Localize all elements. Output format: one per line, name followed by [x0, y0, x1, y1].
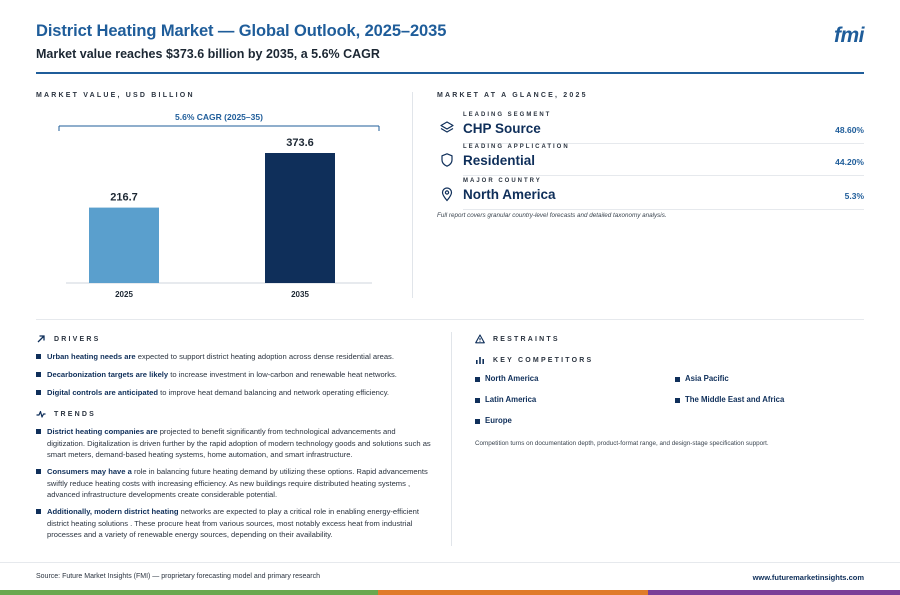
glance-kicker: LEADING APPLICATION [463, 144, 570, 150]
page-subtitle: Market value reaches $373.6 billion by 2… [36, 47, 380, 61]
restraints-header: RESTRAINTS [475, 334, 560, 344]
competitor-item: The Middle East and Africa [675, 395, 784, 404]
header: District Heating Market — Global Outlook… [36, 22, 865, 61]
trend-item: District heating companies are projected… [36, 426, 431, 461]
driver-item: Urban heating needs are expected to supp… [36, 351, 431, 363]
bars-group: 216.7 2025 373.6 2035 [66, 137, 372, 299]
shield-icon [441, 153, 453, 167]
glance-value: 48.60% [835, 125, 864, 135]
glance-kicker: LEADING SEGMENT [463, 112, 552, 118]
section-rule [36, 319, 864, 320]
location-pin-icon [441, 187, 453, 202]
bar-chart: 5.6% CAGR (2025–35) 216.7 2025 373.6 2035 [58, 112, 380, 299]
competitor-item: Europe [475, 416, 512, 425]
footer-rule [0, 562, 900, 563]
layers-icon [440, 121, 454, 133]
color-bar-orange [378, 590, 648, 595]
glance-label: MARKET AT A GLANCE, 2025 [437, 92, 588, 99]
glance-name: CHP Source [463, 121, 541, 136]
trends-header: TRENDS [36, 409, 96, 419]
bar-chart-icon [476, 357, 484, 364]
restraints-label: RESTRAINTS [493, 335, 560, 343]
glance-value: 44.20% [835, 157, 864, 167]
glance-name: North America [463, 187, 556, 202]
cagr-label: 5.6% CAGR (2025–35) [175, 112, 263, 122]
trend-item: Additionally, modern district heating ne… [36, 506, 431, 541]
competitors-header: KEY COMPETITORS [475, 355, 593, 365]
footer-color-bar [0, 590, 900, 595]
chart-label: MARKET VALUE, USD BILLION [36, 92, 195, 99]
bar-2035 [265, 153, 335, 283]
bar-2025 [89, 207, 159, 283]
glance-name: Residential [463, 153, 536, 168]
header-rule [36, 72, 864, 74]
competitor-item: North America [475, 374, 538, 383]
glance-row-leading-segment: LEADING SEGMENT CHP Source 48.60% [437, 112, 864, 144]
category-tick-label: 2025 [115, 290, 133, 299]
drivers-header: DRIVERS [36, 334, 101, 344]
driver-item: Decarbonization targets are likely to in… [36, 369, 431, 381]
market-value-chart-panel: MARKET VALUE, USD BILLION 5.6% CAGR (202… [36, 92, 408, 302]
page-title: District Heating Market — Global Outlook… [36, 22, 447, 40]
arrow-up-right-icon [37, 335, 45, 343]
trends-label: TRENDS [54, 410, 96, 418]
glance-row-major-country: MAJOR COUNTRY North America 5.3% [437, 178, 864, 210]
lower-divider [451, 332, 452, 546]
glance-row-leading-application: LEADING APPLICATION Residential 44.20% [437, 144, 864, 176]
bar-value-label: 216.7 [110, 192, 138, 204]
source-note: Source: Future Market Insights (FMI) — p… [36, 573, 320, 580]
driver-item: Digital controls are anticipated to impr… [36, 387, 431, 399]
panel-divider [412, 92, 413, 298]
glance-row-divider [463, 209, 864, 210]
warning-icon [475, 334, 485, 344]
drivers-label: DRIVERS [54, 335, 101, 343]
website-link[interactable]: www.futuremarketinsights.com [752, 573, 864, 582]
color-bar-purple [648, 590, 900, 595]
competitor-item: Asia Pacific [675, 374, 729, 383]
market-at-a-glance: MARKET AT A GLANCE, 2025 LEADING SEGMENT… [437, 92, 864, 210]
glance-value: 5.3% [844, 191, 864, 201]
trend-item: Consumers may have a role in balancing f… [36, 466, 431, 501]
color-bar-green [0, 590, 378, 595]
glance-row-divider [463, 175, 864, 176]
competitors-label: KEY COMPETITORS [493, 356, 594, 364]
glance-footnote: Full report covers granular country-leve… [437, 212, 667, 219]
competitors-note: Competition turns on documentation depth… [475, 440, 769, 447]
bar-value-label: 373.6 [286, 137, 314, 149]
glance-kicker: MAJOR COUNTRY [463, 178, 542, 184]
trend-line-icon [36, 410, 46, 418]
fmi-logo: fmi [834, 24, 865, 47]
competitor-item: Latin America [475, 395, 536, 404]
glance-row-divider [463, 143, 864, 144]
category-tick-label: 2035 [291, 290, 309, 299]
